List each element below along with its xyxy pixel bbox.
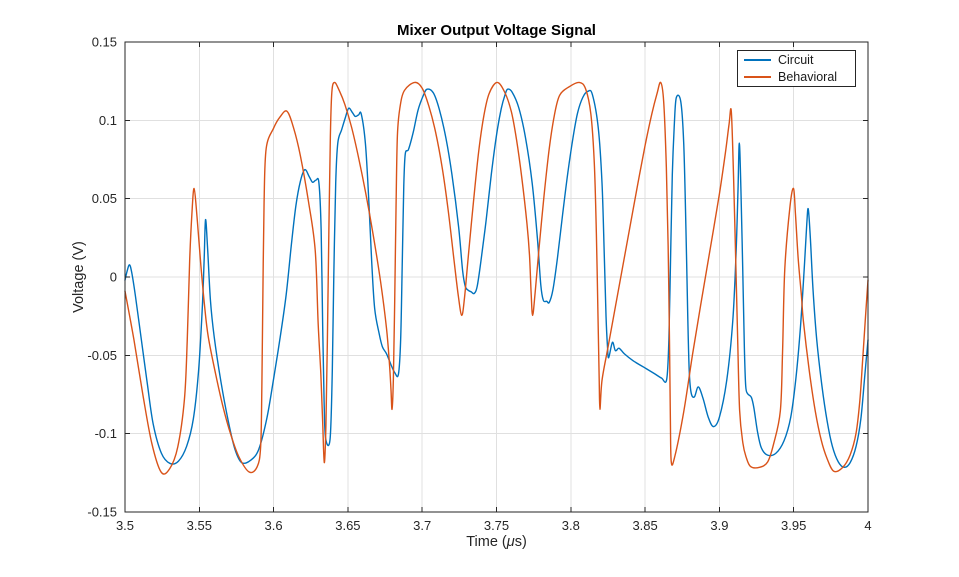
circuit-line-swatch — [744, 59, 771, 61]
x-tick-label: 3.75 — [484, 518, 509, 533]
x-tick-label: 3.7 — [413, 518, 431, 533]
x-tick-label: 3.8 — [562, 518, 580, 533]
x-tick-label: 3.6 — [265, 518, 283, 533]
legend[interactable]: Circuit Behavioral — [737, 50, 856, 87]
legend-item-circuit[interactable]: Circuit — [744, 53, 849, 67]
x-tick-label: 3.85 — [632, 518, 657, 533]
y-tick-label: 0 — [110, 270, 117, 285]
x-tick-label: 3.9 — [710, 518, 728, 533]
circuit-curve[interactable] — [124, 88, 869, 469]
x-axis-label-post: s) — [514, 534, 527, 550]
x-tick-label: 3.95 — [781, 518, 806, 533]
y-tick-label: -0.05 — [87, 348, 117, 363]
x-axis-label: Time (μs) — [125, 534, 868, 550]
y-tick-label: 0.15 — [92, 35, 117, 50]
x-tick-label: 3.65 — [335, 518, 360, 533]
y-tick-label: -0.1 — [95, 426, 117, 441]
legend-item-behavioral[interactable]: Behavioral — [744, 70, 849, 84]
y-tick-label: 0.1 — [99, 113, 117, 128]
mu-symbol: μ — [506, 534, 515, 550]
x-tick-label: 3.5 — [116, 518, 134, 533]
x-tick-label: 4 — [864, 518, 871, 533]
y-axis-label: Voltage (V) — [71, 241, 87, 313]
y-tick-label: -0.15 — [87, 505, 117, 520]
y-tick-label: 0.05 — [92, 191, 117, 206]
legend-label-circuit: Circuit — [778, 53, 814, 67]
legend-label-behavioral: Behavioral — [778, 70, 838, 84]
behavioral-line-swatch — [744, 76, 771, 78]
chart-title: Mixer Output Voltage Signal — [397, 22, 596, 39]
x-axis-label-pre: Time ( — [466, 534, 507, 550]
behavioral-curve[interactable] — [124, 81, 869, 475]
x-tick-label: 3.55 — [187, 518, 212, 533]
